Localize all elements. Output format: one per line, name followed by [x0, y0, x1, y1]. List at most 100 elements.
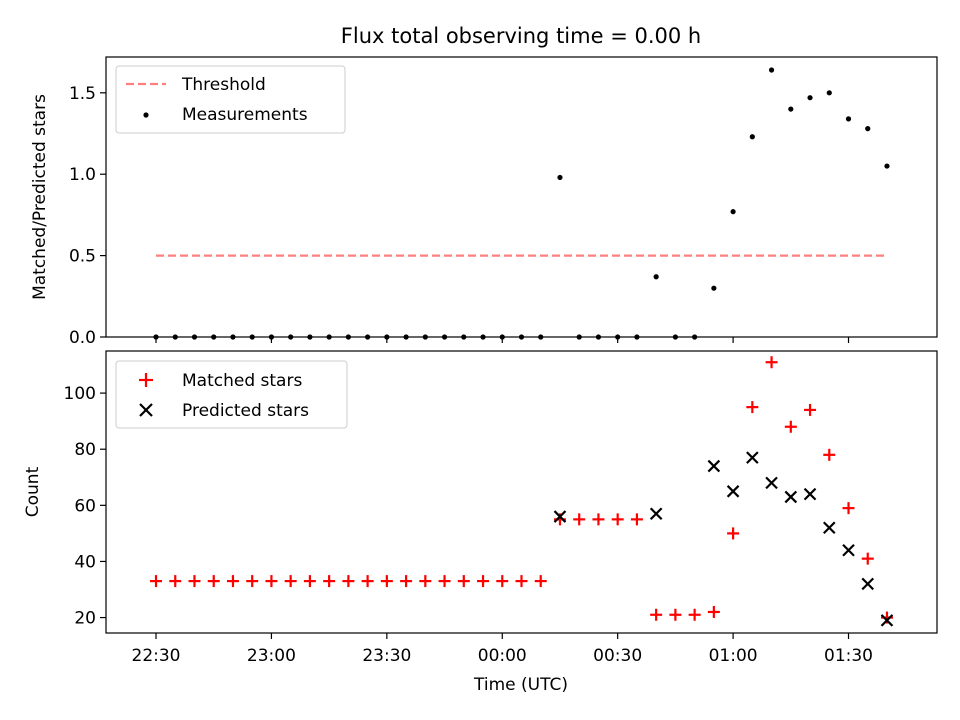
- y-tick-label: 80: [74, 440, 96, 460]
- measurement-point: [807, 95, 813, 101]
- measurement-point: [422, 334, 428, 340]
- measurement-point: [672, 334, 678, 340]
- matched-star-point: [611, 513, 624, 526]
- measurement-point: [518, 334, 525, 340]
- matched-star-point: [400, 575, 413, 588]
- predicted-star-point: [649, 507, 663, 521]
- matched-star-point: [784, 420, 797, 433]
- measurement-point: [345, 334, 351, 340]
- measurement-point: [711, 285, 717, 291]
- measurement-point: [653, 274, 659, 280]
- matched-star-point: [842, 502, 855, 515]
- matched-star-point: [669, 608, 682, 621]
- matched-star-point: [284, 575, 297, 588]
- plot-frame: [105, 350, 938, 634]
- measurement-point: [268, 334, 275, 340]
- y-tick-label: 0.5: [69, 247, 96, 267]
- measurement-point: [749, 134, 755, 140]
- measurement-point: [403, 334, 409, 340]
- predicted-star-point: [726, 485, 740, 498]
- legend-matched-label: Matched stars: [182, 371, 302, 391]
- y-tick-label: 20: [74, 609, 96, 629]
- legend-threshold-label: Threshold: [181, 75, 266, 95]
- x-tick-label: 23:30: [362, 646, 411, 666]
- x-tick-label: 00:30: [593, 646, 642, 666]
- measurement-point: [480, 334, 486, 340]
- measurement-point: [461, 334, 467, 340]
- y-tick-label: 40: [74, 552, 96, 572]
- measurement-point: [634, 334, 640, 340]
- matched-star-point: [746, 401, 759, 414]
- y-tick-label: 100: [64, 384, 96, 404]
- matched-star-point: [207, 575, 220, 588]
- matched-star-point: [438, 575, 451, 588]
- measurement-point: [172, 334, 178, 340]
- x-tick-label: 22:30: [132, 646, 181, 666]
- measurement-point: [441, 334, 448, 340]
- top-panel: Flux total observing time = 0.00 h Match…: [30, 24, 938, 348]
- measurement-point: [538, 334, 544, 340]
- legend-matched-swatch: [139, 373, 153, 387]
- measurement-point: [826, 90, 832, 96]
- measurement-point: [595, 334, 602, 340]
- measurement-point: [211, 334, 217, 340]
- measurement-point: [230, 334, 236, 340]
- x-tick-label: 23:00: [247, 646, 296, 666]
- bottom-panel: Count Time (UTC) 20 40 60 80 100 22:30 23:00 23…: [23, 350, 938, 695]
- measurement-point: [845, 116, 852, 122]
- predicted-star-point: [880, 614, 894, 627]
- predicted-star-point: [707, 459, 721, 473]
- measurement-point: [499, 334, 505, 340]
- matched-star-point: [188, 575, 201, 588]
- matched-star-point: [515, 575, 528, 588]
- x-tick-label: 01:00: [709, 646, 758, 666]
- matched-star-point: [226, 575, 239, 588]
- top-y-axis-label: Matched/Predicted stars: [30, 94, 50, 300]
- matched-star-point: [534, 575, 547, 588]
- measurement-point: [730, 209, 736, 215]
- bottom-legend: Matched stars Predicted stars: [115, 360, 348, 429]
- matched-star-point: [246, 575, 259, 588]
- top-legend-box: [115, 65, 346, 134]
- top-plot-area: 0.0 0.5 1.0 1.5: [69, 56, 938, 348]
- matched-star-point: [380, 575, 393, 588]
- measurement-point: [153, 334, 159, 340]
- matched-star-point: [265, 575, 278, 588]
- measurement-point: [692, 334, 698, 340]
- measurement-point: [288, 334, 294, 340]
- matched-star-point: [861, 552, 874, 565]
- y-tick-label: 60: [74, 496, 96, 516]
- measurement-point: [788, 106, 794, 112]
- chart-title: Flux total observing time = 0.00 h: [341, 24, 701, 48]
- matched-star-point: [592, 513, 605, 526]
- measurement-point: [865, 126, 871, 132]
- bottom-legend-box: [115, 360, 348, 429]
- predicted-star-point: [842, 543, 855, 557]
- measurement-point: [768, 67, 775, 73]
- x-tick-label: 00:00: [478, 646, 527, 666]
- predicted-star-point: [765, 476, 778, 490]
- matched-star-point: [630, 513, 643, 526]
- matched-star-point: [303, 575, 316, 588]
- y-tick-label: 1.0: [69, 165, 96, 185]
- matched-star-point: [804, 403, 817, 416]
- predicted-star-point: [746, 451, 759, 464]
- legend-predicted-swatch: [139, 403, 153, 417]
- y-tick-label: 1.5: [69, 84, 96, 104]
- matched-star-point: [707, 605, 720, 618]
- matched-star-point: [823, 448, 836, 461]
- matched-star-point: [169, 575, 182, 588]
- predicted-star-point: [803, 487, 817, 501]
- bottom-x-axis-label: Time (UTC): [473, 675, 568, 695]
- measurement-point: [576, 334, 582, 340]
- measurement-point: [307, 334, 313, 340]
- measurement-point: [384, 334, 390, 340]
- matched-star-point: [419, 575, 432, 588]
- matched-star-point: [496, 575, 509, 588]
- matched-star-point: [688, 608, 701, 621]
- measurement-point: [615, 334, 621, 340]
- legend-measurements-swatch: [143, 112, 149, 118]
- matched-star-point: [477, 575, 490, 588]
- x-tick-label: 01:30: [824, 646, 873, 666]
